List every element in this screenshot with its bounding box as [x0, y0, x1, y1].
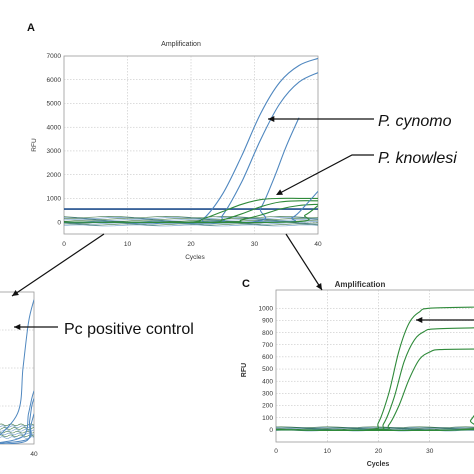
chart-b-series-4-line [0, 413, 34, 444]
chart-c-y-tick-label: 200 [262, 403, 273, 410]
chart-a-ylabel: RFU [31, 138, 38, 152]
chart-c-y-tick-label: 400 [262, 378, 273, 385]
chart-c-x-tick-label: 0 [274, 448, 278, 455]
chart-a-y-tick-label: 6000 [47, 77, 62, 84]
chart-c-x-tick-label: 30 [426, 448, 434, 455]
chart-c-ylabel: RFU [241, 363, 248, 377]
chart-c-x-tick-label: 10 [324, 448, 332, 455]
chart-b-series-3-line [0, 398, 34, 444]
arrow-pc-control-head [14, 323, 21, 331]
panel-c-letter: C [242, 278, 250, 290]
chart-c-y-tick-label: 800 [262, 330, 273, 337]
chart-a-y-tick-label: 2000 [47, 172, 62, 179]
arrow-cynomolgi-head [268, 115, 275, 123]
chart-a-baseline-trace [64, 223, 318, 226]
chart-c-series-5-line [276, 428, 474, 431]
chart-b-baseline-trace [0, 423, 34, 426]
chart-a-x-tick-label: 0 [62, 241, 66, 248]
arrow-a-to-c [285, 233, 323, 291]
chart-b-x-tick-label: 40 [30, 451, 38, 458]
chart-a-xlabel: Cycles [185, 254, 205, 261]
chart-a-y-tick-label: 0 [57, 219, 61, 226]
chart-b-series-2-line [0, 390, 34, 444]
annotation-pc-positive-control: Pc positive control [64, 321, 194, 338]
chart-c-y-tick-label: 700 [262, 342, 273, 349]
chart-a-baseline-trace [64, 215, 318, 218]
chart-a-series-8-line [64, 205, 318, 224]
chart-c-y-tick-label: 300 [262, 391, 273, 398]
chart-b-baseline-trace [0, 425, 34, 428]
panel-a-letter: A [27, 22, 35, 34]
chart-c-y-tick-label: 100 [262, 415, 273, 422]
chart-c-plot-area [275, 289, 474, 443]
chart-c-y-tick-label: 0 [269, 427, 273, 434]
annotation-knowlesi: P. knowlesi [378, 150, 457, 167]
annotation-arrows [11, 115, 474, 331]
chart-a-title: Amplification [161, 41, 201, 48]
chart-a-y-tick-label: 3000 [47, 148, 62, 155]
chart-a-x-tick-label: 40 [314, 241, 322, 248]
chart-b-baseline-trace [0, 436, 34, 439]
chart-b-baseline-trace [0, 434, 34, 438]
chart-b-baseline-trace [0, 432, 34, 436]
chart-c-xlabel: Cycles [367, 461, 390, 468]
chart-a-y-tick-label: 7000 [47, 53, 62, 60]
chart-a-y-tick-label: 4000 [47, 124, 62, 131]
arrow-a-to-b [11, 233, 105, 297]
chart-c-y-tick-label: 1000 [259, 305, 274, 312]
chart-b-series-1-line [0, 299, 34, 436]
chart-a-baseline-trace [64, 217, 318, 220]
chart-a-baseline-trace [64, 224, 318, 227]
chart-a-baseline-trace [64, 216, 318, 219]
arrow-c-plateau-head [416, 316, 423, 324]
chart-c-title: Amplification [335, 280, 386, 289]
chart-c-y-tick-label: 900 [262, 318, 273, 325]
chart-a-baseline-trace [64, 222, 318, 225]
arrow-knowlesi-head [276, 189, 283, 195]
chart-c-x-tick-label: 20 [375, 448, 383, 455]
chart-c-y-tick-label: 500 [262, 366, 273, 373]
chart-b-marks: 40 [0, 299, 38, 458]
arrow-knowlesi [279, 154, 374, 194]
chart-a-x-tick-label: 10 [124, 241, 132, 248]
annotation-cynomolgi: P. cynomo [378, 113, 452, 130]
arrow-a-to-b-head [12, 289, 19, 296]
arrow-a-to-c-head [316, 283, 322, 290]
chart-a-y-tick-label: 1000 [47, 196, 62, 203]
chart-c-y-tick-label: 600 [262, 354, 273, 361]
chart-a-y-tick-label: 5000 [47, 101, 62, 108]
chart-a-x-tick-label: 20 [187, 241, 195, 248]
chart-a-baseline-trace [64, 219, 318, 222]
chart-a-baseline-trace [64, 218, 318, 221]
chart-a-marks: 0 10 20 30 40 0 1000 2000 3000 4000 5000 6000 7000 [47, 53, 322, 248]
chart-a-x-tick-label: 30 [251, 241, 259, 248]
